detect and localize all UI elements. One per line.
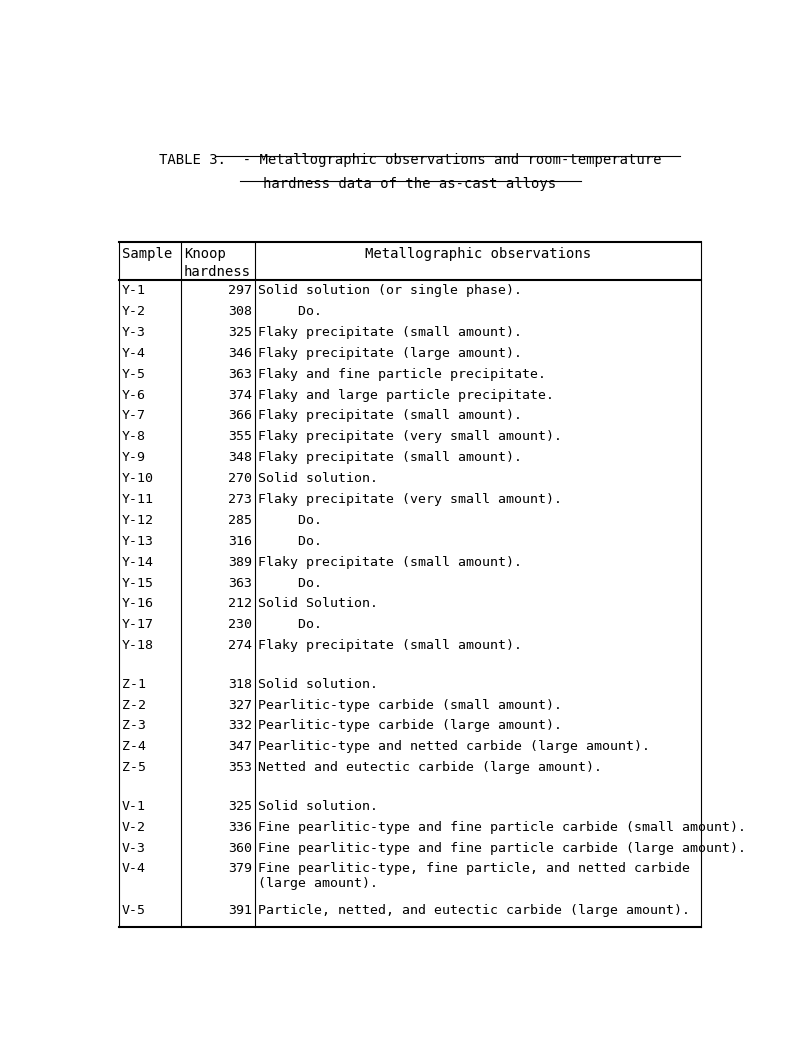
Text: Y-13: Y-13 xyxy=(122,535,154,548)
Text: 363: 363 xyxy=(228,368,252,381)
Text: Y-4: Y-4 xyxy=(122,347,146,360)
Text: 325: 325 xyxy=(228,326,252,339)
Text: 374: 374 xyxy=(228,389,252,402)
Text: Do.: Do. xyxy=(258,618,322,631)
Text: Do.: Do. xyxy=(258,305,322,318)
Text: Flaky precipitate (very small amount).: Flaky precipitate (very small amount). xyxy=(258,431,562,443)
Text: 270: 270 xyxy=(228,472,252,485)
Text: 360: 360 xyxy=(228,842,252,854)
Text: Y-6: Y-6 xyxy=(122,389,146,402)
Text: Solid solution.: Solid solution. xyxy=(258,800,378,812)
Text: Solid solution (or single phase).: Solid solution (or single phase). xyxy=(258,284,522,297)
Text: Solid solution.: Solid solution. xyxy=(258,678,378,690)
Text: 346: 346 xyxy=(228,347,252,360)
Text: 316: 316 xyxy=(228,535,252,548)
Text: Y-14: Y-14 xyxy=(122,556,154,568)
Text: Flaky precipitate (very small amount).: Flaky precipitate (very small amount). xyxy=(258,493,562,506)
Text: 308: 308 xyxy=(228,305,252,318)
Text: Y-7: Y-7 xyxy=(122,410,146,422)
Text: 348: 348 xyxy=(228,452,252,464)
Text: 353: 353 xyxy=(228,761,252,774)
Text: Y-16: Y-16 xyxy=(122,598,154,610)
Text: 355: 355 xyxy=(228,431,252,443)
Text: 274: 274 xyxy=(228,639,252,652)
Text: Pearlitic-type and netted carbide (large amount).: Pearlitic-type and netted carbide (large… xyxy=(258,741,650,753)
Text: Fine pearlitic-type and fine particle carbide (large amount).: Fine pearlitic-type and fine particle ca… xyxy=(258,842,746,854)
Text: 318: 318 xyxy=(228,678,252,690)
Text: Y-15: Y-15 xyxy=(122,577,154,589)
Text: Flaky and large particle precipitate.: Flaky and large particle precipitate. xyxy=(258,389,554,402)
Text: Y-10: Y-10 xyxy=(122,472,154,485)
Text: V-1: V-1 xyxy=(122,800,146,812)
Text: 297: 297 xyxy=(228,284,252,297)
Text: 212: 212 xyxy=(228,598,252,610)
Text: 391: 391 xyxy=(228,904,252,917)
Text: 336: 336 xyxy=(228,821,252,833)
Text: 230: 230 xyxy=(228,618,252,631)
Text: Z-2: Z-2 xyxy=(122,699,146,711)
Text: 332: 332 xyxy=(228,720,252,732)
Text: Pearlitic-type carbide (large amount).: Pearlitic-type carbide (large amount). xyxy=(258,720,562,732)
Text: Solid solution.: Solid solution. xyxy=(258,472,378,485)
Text: Z-5: Z-5 xyxy=(122,761,146,774)
Text: Flaky and fine particle precipitate.: Flaky and fine particle precipitate. xyxy=(258,368,546,381)
Text: Y-3: Y-3 xyxy=(122,326,146,339)
Text: 366: 366 xyxy=(228,410,252,422)
Text: V-3: V-3 xyxy=(122,842,146,854)
Text: Fine pearlitic-type, fine particle, and netted carbide
(large amount).: Fine pearlitic-type, fine particle, and … xyxy=(258,863,690,891)
Text: hardness: hardness xyxy=(184,265,250,278)
Text: 327: 327 xyxy=(228,699,252,711)
Text: Y-8: Y-8 xyxy=(122,431,146,443)
Text: TABLE 3.  - Metallographic observations and room-temperature: TABLE 3. - Metallographic observations a… xyxy=(158,153,662,167)
Text: 347: 347 xyxy=(228,741,252,753)
Text: V-4: V-4 xyxy=(122,863,146,875)
Text: Y-9: Y-9 xyxy=(122,452,146,464)
Text: Y-5: Y-5 xyxy=(122,368,146,381)
Text: Z-3: Z-3 xyxy=(122,720,146,732)
Text: 273: 273 xyxy=(228,493,252,506)
Text: Flaky precipitate (small amount).: Flaky precipitate (small amount). xyxy=(258,410,522,422)
Text: Pearlitic-type carbide (small amount).: Pearlitic-type carbide (small amount). xyxy=(258,699,562,711)
Text: Z-4: Z-4 xyxy=(122,741,146,753)
Text: 363: 363 xyxy=(228,577,252,589)
Text: V-2: V-2 xyxy=(122,821,146,833)
Text: Y-12: Y-12 xyxy=(122,514,154,527)
Text: Y-18: Y-18 xyxy=(122,639,154,652)
Text: 379: 379 xyxy=(228,863,252,875)
Text: Knoop: Knoop xyxy=(184,247,226,261)
Text: Particle, netted, and eutectic carbide (large amount).: Particle, netted, and eutectic carbide (… xyxy=(258,904,690,917)
Text: Flaky precipitate (small amount).: Flaky precipitate (small amount). xyxy=(258,556,522,568)
Text: Solid Solution.: Solid Solution. xyxy=(258,598,378,610)
Text: hardness data of the as-cast alloys: hardness data of the as-cast alloys xyxy=(263,177,557,191)
Text: Y-2: Y-2 xyxy=(122,305,146,318)
Text: Netted and eutectic carbide (large amount).: Netted and eutectic carbide (large amoun… xyxy=(258,761,602,774)
Text: Flaky precipitate (small amount).: Flaky precipitate (small amount). xyxy=(258,639,522,652)
Text: Flaky precipitate (small amount).: Flaky precipitate (small amount). xyxy=(258,326,522,339)
Text: Fine pearlitic-type and fine particle carbide (small amount).: Fine pearlitic-type and fine particle ca… xyxy=(258,821,746,833)
Text: 325: 325 xyxy=(228,800,252,812)
Text: Y-11: Y-11 xyxy=(122,493,154,506)
Text: V-5: V-5 xyxy=(122,904,146,917)
Text: Do.: Do. xyxy=(258,514,322,527)
Text: Y-1: Y-1 xyxy=(122,284,146,297)
Text: Do.: Do. xyxy=(258,535,322,548)
Text: 389: 389 xyxy=(228,556,252,568)
Text: Sample: Sample xyxy=(122,247,172,261)
Text: Do.: Do. xyxy=(258,577,322,589)
Text: Y-17: Y-17 xyxy=(122,618,154,631)
Text: Flaky precipitate (large amount).: Flaky precipitate (large amount). xyxy=(258,347,522,360)
Text: 285: 285 xyxy=(228,514,252,527)
Text: Z-1: Z-1 xyxy=(122,678,146,690)
Text: Flaky precipitate (small amount).: Flaky precipitate (small amount). xyxy=(258,452,522,464)
Text: Metallographic observations: Metallographic observations xyxy=(365,247,591,261)
